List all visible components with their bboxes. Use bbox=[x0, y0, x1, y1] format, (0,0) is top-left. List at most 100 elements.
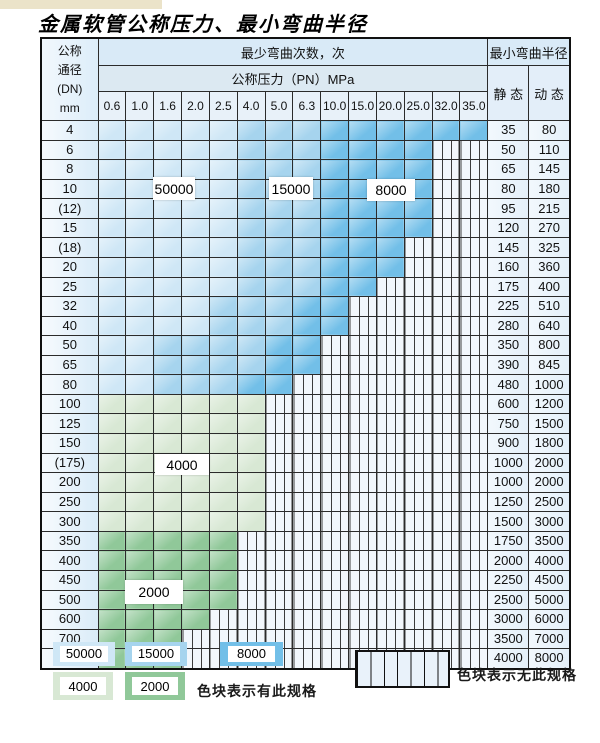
no-spec-cell bbox=[348, 354, 377, 376]
no-spec-cell bbox=[431, 159, 461, 180]
no-spec-cell bbox=[431, 393, 461, 415]
no-spec-cell bbox=[264, 491, 294, 513]
spec-cell bbox=[320, 315, 350, 337]
spec-cell bbox=[125, 198, 155, 219]
spec-cell bbox=[97, 139, 127, 161]
spec-cell bbox=[153, 433, 183, 454]
header-dn-line: 通径 bbox=[57, 62, 82, 77]
spec-cell bbox=[153, 217, 183, 239]
zone-label: 4000 bbox=[155, 454, 209, 475]
no-spec-cell bbox=[320, 354, 350, 376]
spec-cell bbox=[236, 139, 266, 161]
no-spec-cell bbox=[320, 589, 350, 611]
dynamic-radius-cell: 1500 bbox=[528, 413, 571, 434]
dynamic-radius-cell: 180 bbox=[528, 178, 571, 200]
no-spec-cell bbox=[292, 648, 322, 670]
no-spec-cell bbox=[375, 393, 405, 415]
no-spec-cell bbox=[375, 296, 405, 317]
spec-cell bbox=[181, 511, 210, 532]
no-spec-cell bbox=[348, 413, 377, 434]
no-spec-cell bbox=[431, 354, 461, 376]
pressure-header-cell: 1.0 bbox=[125, 91, 155, 121]
spec-cell bbox=[292, 120, 322, 141]
spec-cell bbox=[97, 609, 127, 630]
spec-cell bbox=[125, 335, 155, 356]
spec-cell bbox=[320, 139, 350, 161]
table-row: 600 3000 6000 bbox=[40, 609, 571, 630]
no-spec-cell bbox=[264, 609, 294, 630]
no-spec-cell bbox=[292, 569, 322, 591]
no-spec-cell bbox=[403, 354, 433, 376]
dn-label-cell: 125 bbox=[40, 413, 99, 434]
dynamic-radius-cell: 640 bbox=[528, 315, 571, 337]
spec-cell bbox=[375, 159, 405, 180]
header-static: 静 态 bbox=[487, 65, 530, 121]
spec-cell bbox=[153, 296, 183, 317]
no-spec-cell bbox=[403, 452, 433, 474]
spec-cell bbox=[97, 159, 127, 180]
dynamic-radius-cell: 400 bbox=[528, 276, 571, 298]
spec-cell bbox=[181, 237, 210, 258]
header-dn-line: 公称 bbox=[57, 43, 82, 58]
spec-cell bbox=[320, 217, 350, 239]
spec-cell bbox=[236, 217, 266, 239]
spec-cell bbox=[320, 120, 350, 141]
spec-cell bbox=[181, 296, 210, 317]
no-spec-cell bbox=[403, 256, 433, 278]
spec-cell bbox=[320, 237, 350, 258]
static-radius-cell: 1000 bbox=[487, 452, 530, 474]
no-spec-cell bbox=[236, 530, 266, 552]
spec-cell bbox=[125, 139, 155, 161]
no-spec-cell bbox=[375, 452, 405, 474]
static-radius-cell: 2500 bbox=[487, 589, 530, 611]
no-spec-cell bbox=[320, 609, 350, 630]
dn-label-cell: 8 bbox=[40, 159, 99, 180]
no-spec-cell bbox=[375, 530, 405, 552]
spec-cell bbox=[348, 217, 377, 239]
pressure-header-cell: 10.0 bbox=[320, 91, 350, 121]
no-spec-cell bbox=[292, 491, 322, 513]
static-radius-cell: 280 bbox=[487, 315, 530, 337]
spec-cell bbox=[125, 217, 155, 239]
no-spec-cell bbox=[292, 589, 322, 611]
dynamic-radius-cell: 1800 bbox=[528, 433, 571, 454]
dn-label-cell: 25 bbox=[40, 276, 99, 298]
spec-cell bbox=[348, 139, 377, 161]
spec-cell bbox=[348, 276, 377, 298]
spec-cell bbox=[264, 139, 294, 161]
spec-cell bbox=[208, 178, 238, 200]
spec-cell bbox=[320, 296, 350, 317]
spec-cell bbox=[403, 217, 433, 239]
spec-cell bbox=[153, 354, 183, 376]
page-title: 金属软管公称压力、最小弯曲半径 bbox=[38, 12, 368, 36]
pressure-header-cell: 2.5 bbox=[208, 91, 238, 121]
spec-cell bbox=[153, 335, 183, 356]
dynamic-radius-cell: 7000 bbox=[528, 628, 571, 650]
legend-has-spec-text: 色块表示有此规格 bbox=[197, 683, 317, 699]
no-spec-cell bbox=[459, 198, 489, 219]
no-spec-cell bbox=[431, 452, 461, 474]
spec-cell bbox=[181, 335, 210, 356]
header-nominal-pressure: 公称压力（PN）MPa bbox=[97, 65, 489, 92]
static-radius-cell: 225 bbox=[487, 296, 530, 317]
spec-cell bbox=[125, 452, 155, 474]
spec-cell bbox=[236, 511, 266, 532]
dynamic-radius-cell: 6000 bbox=[528, 609, 571, 630]
spec-cell bbox=[181, 256, 210, 278]
spec-cell bbox=[153, 511, 183, 532]
no-spec-cell bbox=[431, 237, 461, 258]
no-spec-cell bbox=[348, 335, 377, 356]
spec-cell bbox=[153, 256, 183, 278]
dn-label-cell: 32 bbox=[40, 296, 99, 317]
spec-cell bbox=[125, 609, 155, 630]
no-spec-cell bbox=[236, 609, 266, 630]
spec-cell bbox=[236, 315, 266, 337]
pressure-header-cell: 2.0 bbox=[181, 91, 210, 121]
spec-cell bbox=[208, 433, 238, 454]
table-row: 125 750 1500 bbox=[40, 413, 571, 434]
no-spec-cell bbox=[236, 550, 266, 571]
no-spec-cell bbox=[431, 433, 461, 454]
spec-cell bbox=[208, 491, 238, 513]
no-spec-cell bbox=[459, 237, 489, 258]
static-radius-cell: 600 bbox=[487, 393, 530, 415]
